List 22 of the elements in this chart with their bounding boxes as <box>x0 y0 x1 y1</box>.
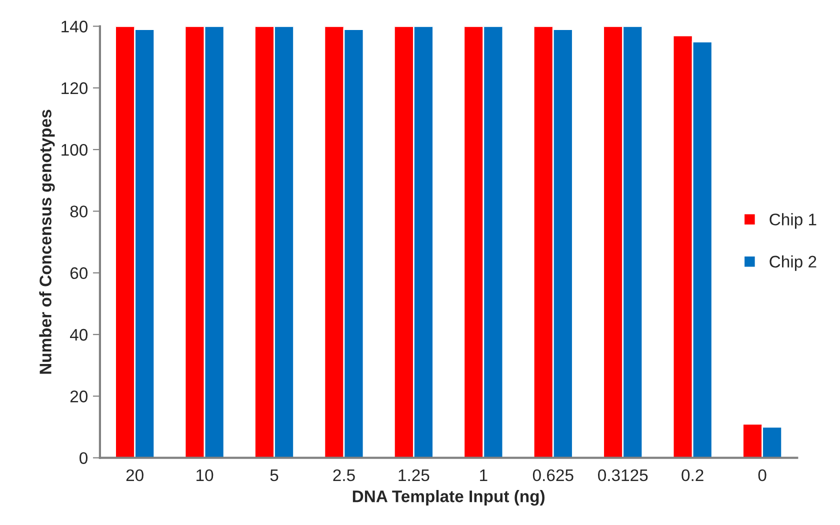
x-tick-label: 5 <box>270 470 278 482</box>
y-tick-label: 140 <box>62 20 88 32</box>
y-tick-label: 40 <box>70 328 88 341</box>
y-tick-label: 20 <box>70 390 88 402</box>
legend-label: Chip 2 <box>770 255 816 271</box>
y-axis-title: Number of Concensus genotypes <box>39 110 55 374</box>
x-tick-label: 0.625 <box>532 469 574 482</box>
x-tick-label: 20 <box>126 469 144 482</box>
x-tick-label: 1 <box>480 470 488 481</box>
x-axis-title: DNA Template Input (ng) <box>352 490 544 506</box>
x-tick-label: 0.2 <box>682 469 704 482</box>
x-tick-label: 10 <box>196 469 214 482</box>
x-tick-label: 2.5 <box>333 469 355 482</box>
legend-label: Chip 1 <box>770 213 816 229</box>
x-tick-label: 0 <box>758 469 766 482</box>
y-tick-label: 60 <box>70 267 88 280</box>
y-tick-label: 80 <box>70 206 88 218</box>
y-tick-label: 0 <box>80 452 88 464</box>
y-tick-label: 120 <box>62 82 88 94</box>
x-tick-label: 1.25 <box>398 469 430 482</box>
y-tick-label: 100 <box>62 144 88 156</box>
x-tick-label: 0.3125 <box>598 469 648 482</box>
